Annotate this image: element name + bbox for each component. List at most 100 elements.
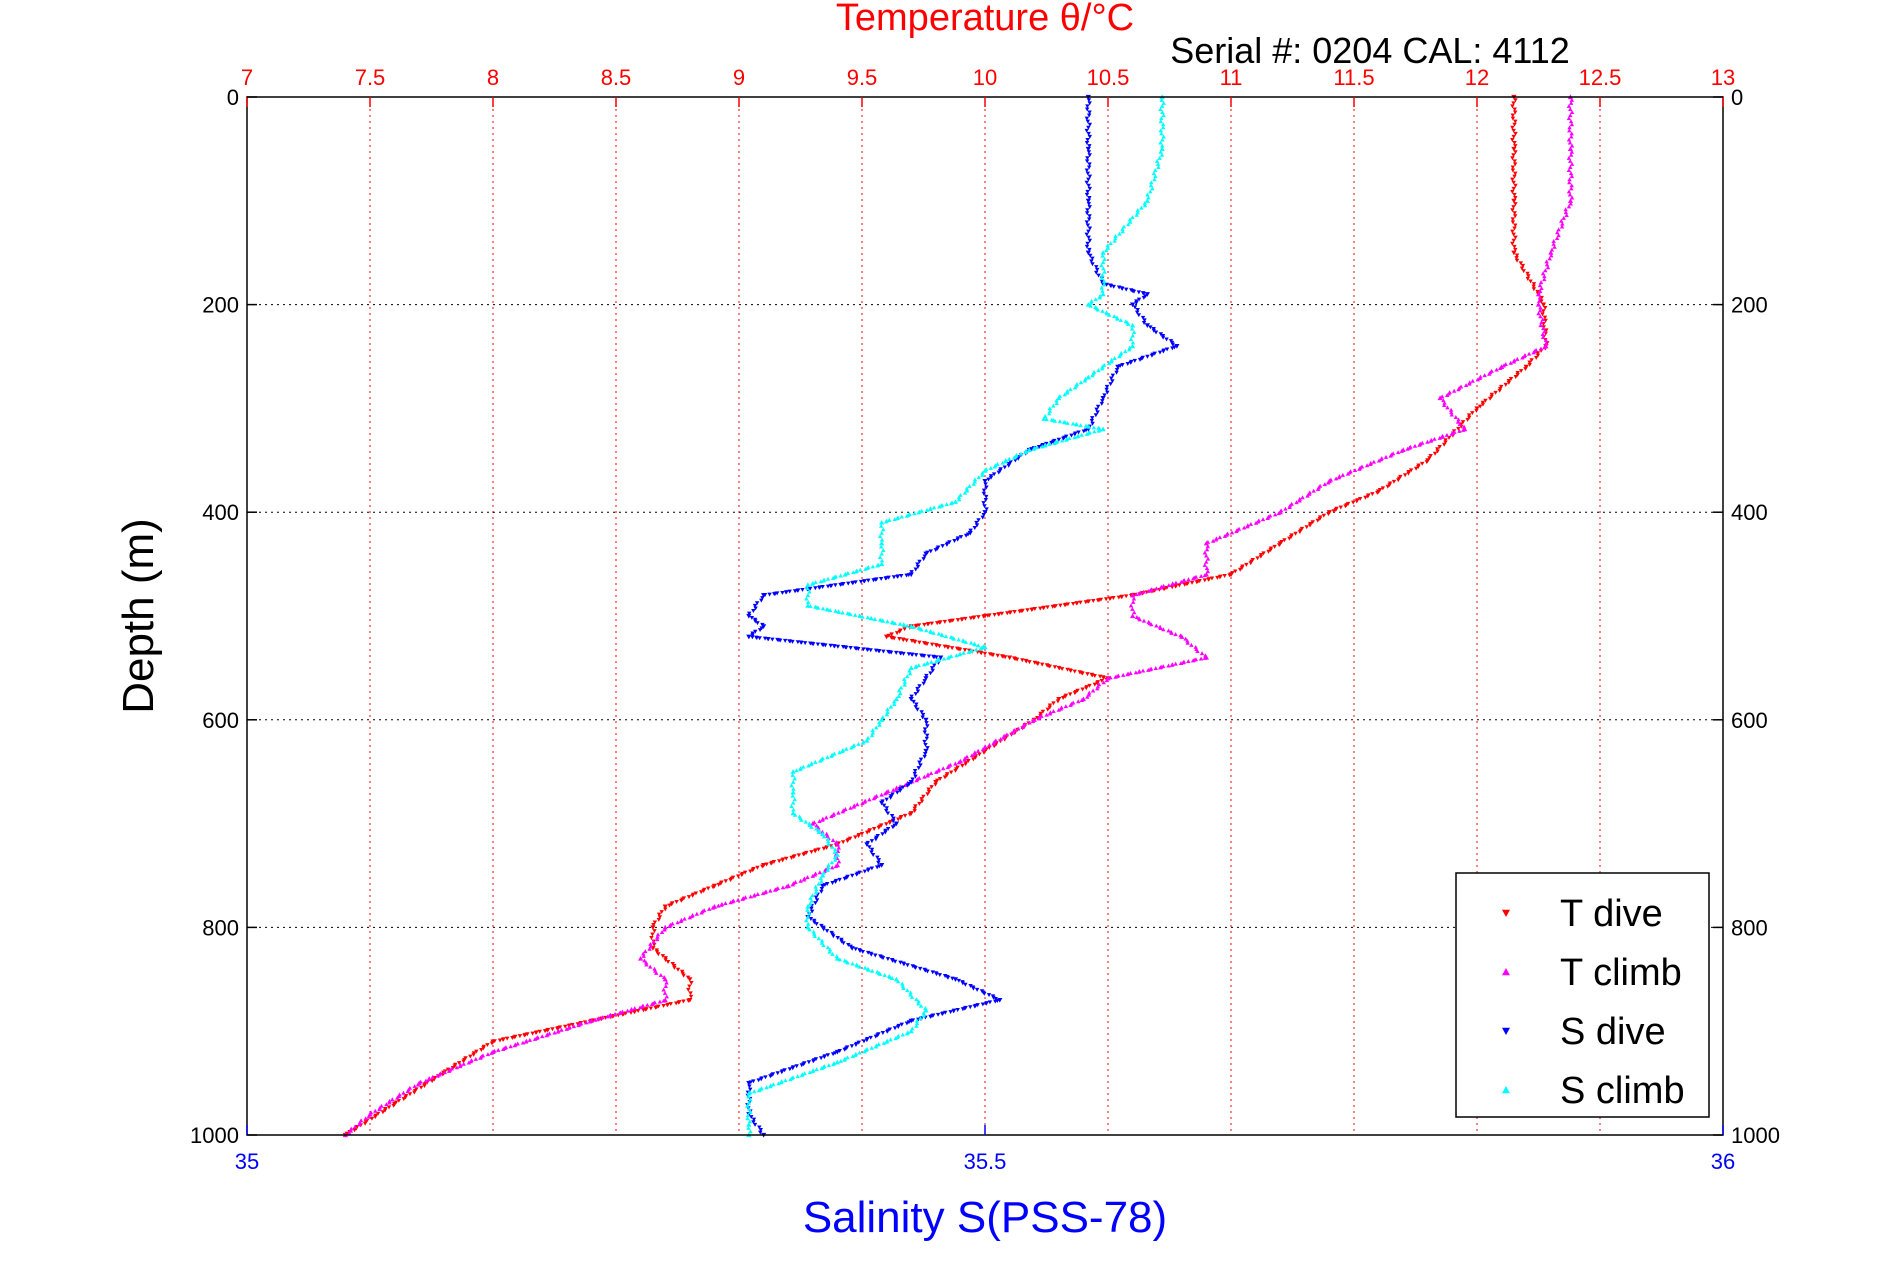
profile-marker [896, 817, 901, 822]
profile-marker [651, 942, 657, 947]
profile-marker [915, 689, 921, 694]
profile-marker [1510, 241, 1515, 246]
profile-marker [1158, 149, 1163, 154]
profile-marker [1371, 459, 1377, 464]
profile-marker [1058, 603, 1063, 608]
profile-marker [661, 998, 666, 1003]
profile-marker [772, 887, 778, 892]
profile-marker [904, 1021, 910, 1026]
profile-marker [1141, 589, 1146, 594]
profile-marker [1134, 592, 1139, 597]
profile-marker [922, 662, 927, 667]
data-point [834, 955, 840, 961]
profile-marker [750, 635, 755, 640]
profile-marker [1148, 325, 1153, 330]
profile-marker [1086, 98, 1092, 103]
profile-marker [898, 685, 904, 690]
profile-marker [1161, 100, 1166, 105]
profile-marker [853, 569, 859, 574]
profile-marker [1475, 377, 1481, 382]
profile-marker [1190, 658, 1196, 663]
profile-marker [1123, 349, 1128, 354]
profile-marker [876, 825, 881, 830]
profile-marker [600, 1015, 605, 1020]
profile-marker [1198, 656, 1204, 661]
profile-marker [801, 764, 806, 769]
profile-marker [1449, 410, 1454, 415]
profile-marker [478, 1055, 483, 1060]
profile-marker [1121, 672, 1126, 677]
profile-marker [1011, 455, 1017, 460]
profile-marker [757, 636, 762, 641]
data-point [746, 1081, 752, 1086]
profile-marker [784, 884, 789, 889]
profile-marker [1513, 150, 1518, 155]
profile-marker [1538, 323, 1543, 328]
profile-marker [1160, 335, 1166, 340]
profile-marker [1051, 701, 1056, 706]
profile-marker [745, 1103, 750, 1108]
profile-marker [1129, 326, 1135, 331]
profile-marker [656, 917, 661, 922]
profile-marker [1446, 435, 1452, 440]
profile-marker [862, 869, 868, 874]
profile-marker [928, 1014, 933, 1019]
profile-marker [907, 671, 913, 676]
profile-marker [747, 611, 752, 616]
profile-marker [829, 860, 835, 865]
profile-marker [764, 1085, 769, 1090]
profile-marker [530, 1031, 535, 1036]
profile-marker [912, 511, 917, 516]
profile-marker [1086, 177, 1091, 182]
profile-marker [1511, 359, 1517, 364]
profile-marker [813, 586, 818, 591]
legend-marker [1502, 909, 1510, 917]
top-axis-tick-label: 7.5 [355, 65, 386, 90]
profile-marker [485, 1043, 490, 1048]
profile-marker [751, 893, 757, 898]
profile-marker [1375, 490, 1380, 495]
profile-marker [884, 797, 889, 802]
data-point [908, 1028, 914, 1034]
profile-marker [746, 1100, 752, 1105]
profile-marker [811, 1059, 816, 1064]
data-point [662, 976, 668, 982]
profile-marker [1173, 661, 1178, 666]
profile-marker [1506, 380, 1512, 385]
profile-marker [1027, 720, 1032, 725]
profile-marker [751, 609, 756, 614]
profile-marker [790, 800, 796, 805]
profile-marker [826, 1063, 832, 1068]
profile-marker [1084, 168, 1090, 173]
profile-marker [1095, 686, 1100, 691]
profile-marker [740, 896, 745, 901]
profile-marker [1161, 627, 1166, 632]
profile-marker [587, 1019, 593, 1024]
profile-marker [913, 653, 919, 658]
profile-marker [1084, 141, 1090, 145]
profile-marker [850, 873, 855, 878]
profile-marker [1084, 244, 1090, 249]
profile-marker [972, 751, 977, 756]
profile-marker [924, 673, 929, 678]
profile-marker [1535, 351, 1541, 356]
profile-marker [1457, 422, 1462, 427]
profile-marker [904, 623, 910, 628]
profile-marker [384, 1102, 389, 1107]
profile-marker [672, 965, 677, 970]
profile-marker [871, 578, 876, 583]
profile-marker [790, 639, 795, 644]
profile-marker [962, 490, 968, 495]
profile-marker [1135, 208, 1140, 212]
profile-marker [1128, 219, 1133, 224]
profile-marker [1076, 699, 1081, 704]
profile-marker [1150, 186, 1155, 191]
profile-marker [1253, 520, 1259, 525]
profile-marker [1136, 669, 1142, 674]
profile-marker [1568, 100, 1574, 105]
profile-marker [856, 1040, 861, 1045]
profile-marker [940, 633, 945, 638]
profile-marker [914, 702, 919, 707]
profile-marker [1079, 698, 1085, 703]
profile-marker [937, 973, 943, 978]
